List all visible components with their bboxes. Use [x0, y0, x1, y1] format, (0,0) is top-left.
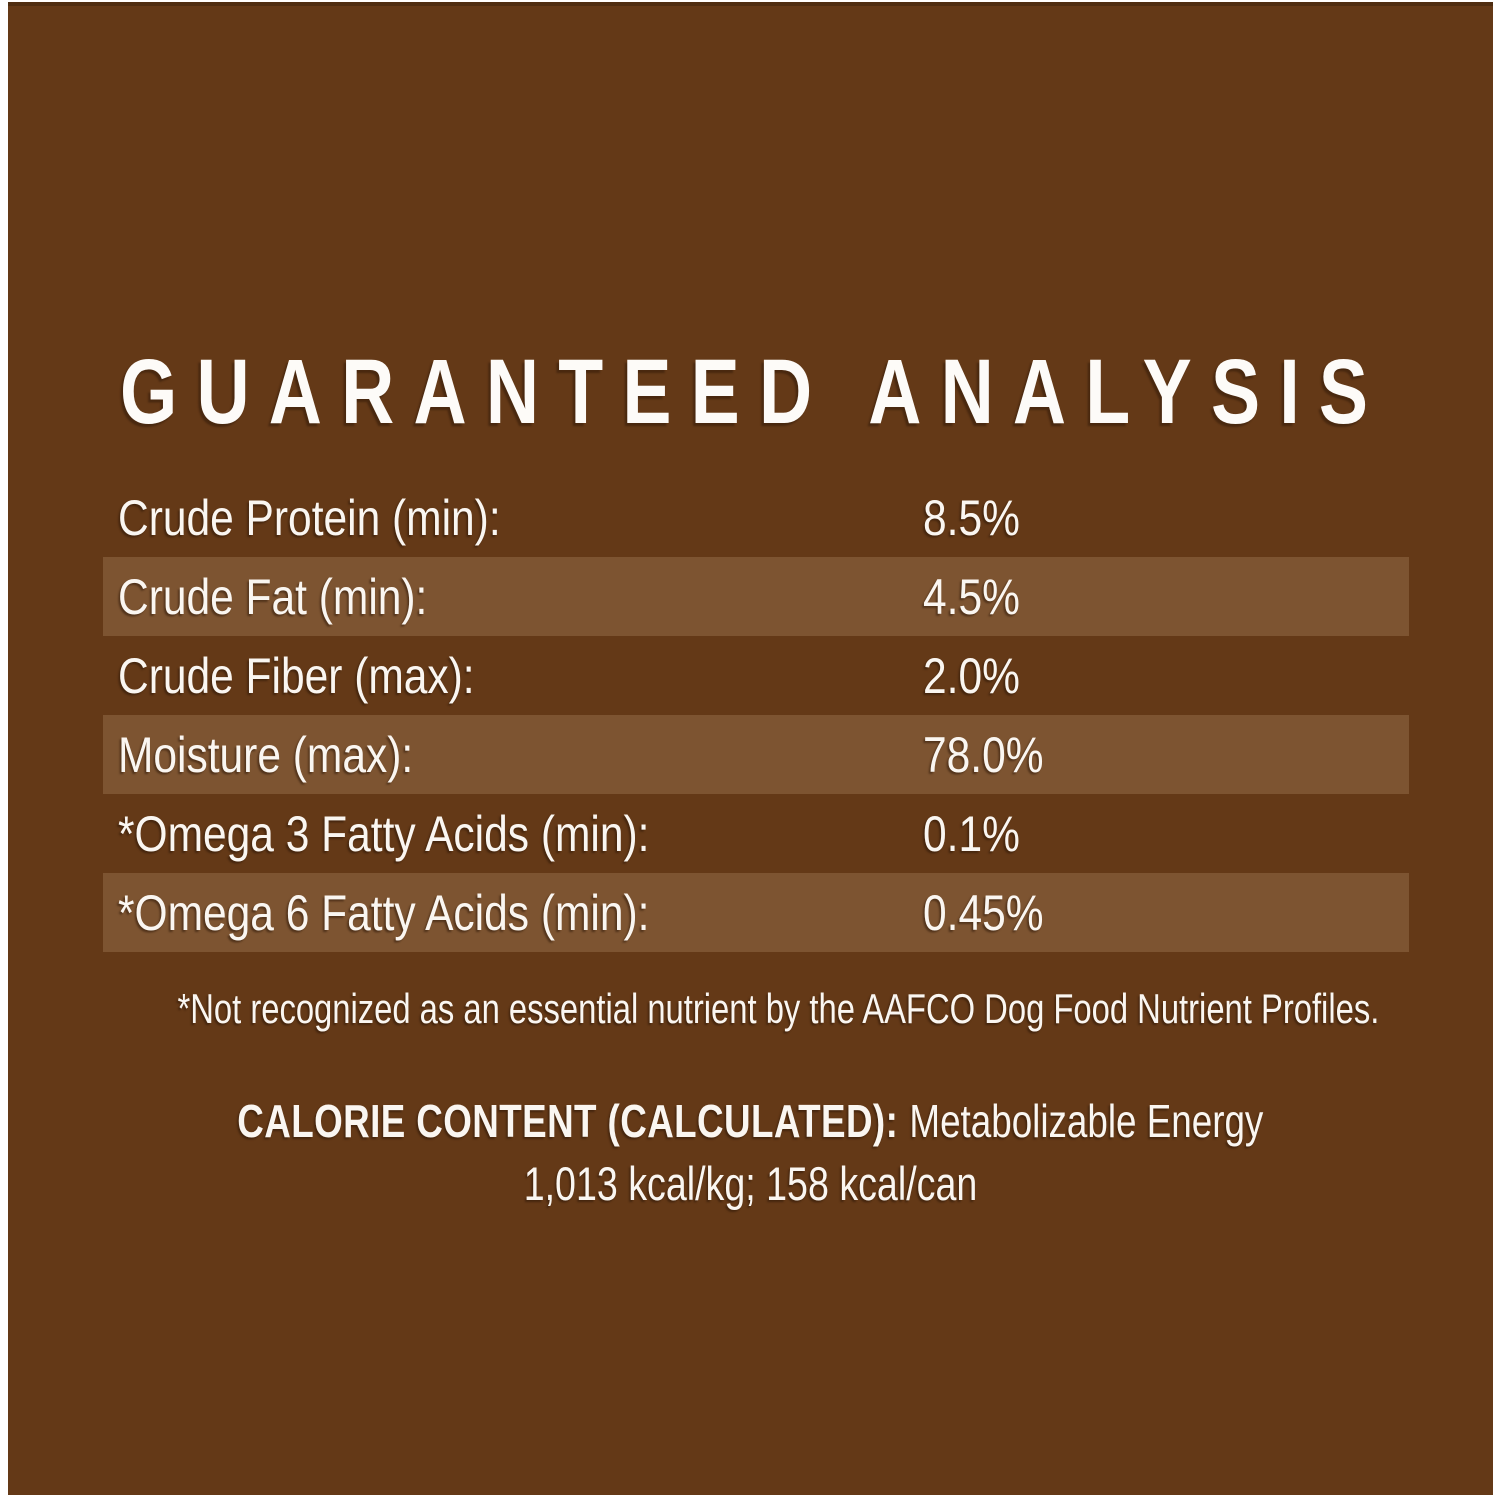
calorie-values-row: 1,013 kcal/kg; 158 kcal/can	[8, 1158, 1493, 1210]
calorie-heading-row: CALORIE CONTENT (CALCULATED): Metabolizab…	[8, 1096, 1493, 1147]
nutrient-value: 8.5%	[923, 489, 1020, 546]
table-row: Moisture (max): 78.0%	[103, 715, 1409, 794]
nutrient-label: Moisture (max):	[118, 726, 414, 783]
nutrient-label: Crude Fiber (max):	[118, 647, 475, 704]
nutrient-label: Crude Protein (min):	[118, 489, 501, 546]
calorie-values: 1,013 kcal/kg; 158 kcal/can	[523, 1157, 978, 1210]
table-row: *Omega 6 Fatty Acids (min): 0.45%	[103, 873, 1409, 952]
table-row: Crude Fat (min): 4.5%	[103, 557, 1409, 636]
nutrient-label: Crude Fat (min):	[118, 568, 428, 625]
nutrient-value: 78.0%	[923, 726, 1044, 783]
nutrient-label: *Omega 3 Fatty Acids (min):	[118, 805, 650, 862]
calorie-heading-suffix: Metabolizable Energy	[909, 1095, 1264, 1147]
nutrient-value: 2.0%	[923, 647, 1020, 704]
aafco-footnote: *Not recognized as an essential nutrient…	[177, 985, 1380, 1032]
calorie-heading: CALORIE CONTENT (CALCULATED): Metabolizab…	[237, 1096, 1263, 1147]
nutrient-table: Crude Protein (min): 8.5% Crude Fat (min…	[103, 478, 1409, 952]
nutrient-value: 4.5%	[923, 568, 1020, 625]
guaranteed-analysis-panel: GUARANTEED ANALYSIS Crude Protein (min):…	[8, 2, 1493, 1495]
calorie-heading-bold: CALORIE CONTENT (CALCULATED):	[237, 1095, 899, 1147]
footnote-row: *Not recognized as an essential nutrient…	[8, 985, 1493, 1032]
nutrient-value: 0.1%	[923, 805, 1020, 862]
nutrient-value: 0.45%	[923, 884, 1044, 941]
table-row: Crude Fiber (max): 2.0%	[103, 636, 1409, 715]
table-row: *Omega 3 Fatty Acids (min): 0.1%	[103, 794, 1409, 873]
panel-title: GUARANTEED ANALYSIS	[120, 341, 1388, 443]
table-row: Crude Protein (min): 8.5%	[103, 478, 1409, 557]
nutrient-label: *Omega 6 Fatty Acids (min):	[118, 884, 650, 941]
